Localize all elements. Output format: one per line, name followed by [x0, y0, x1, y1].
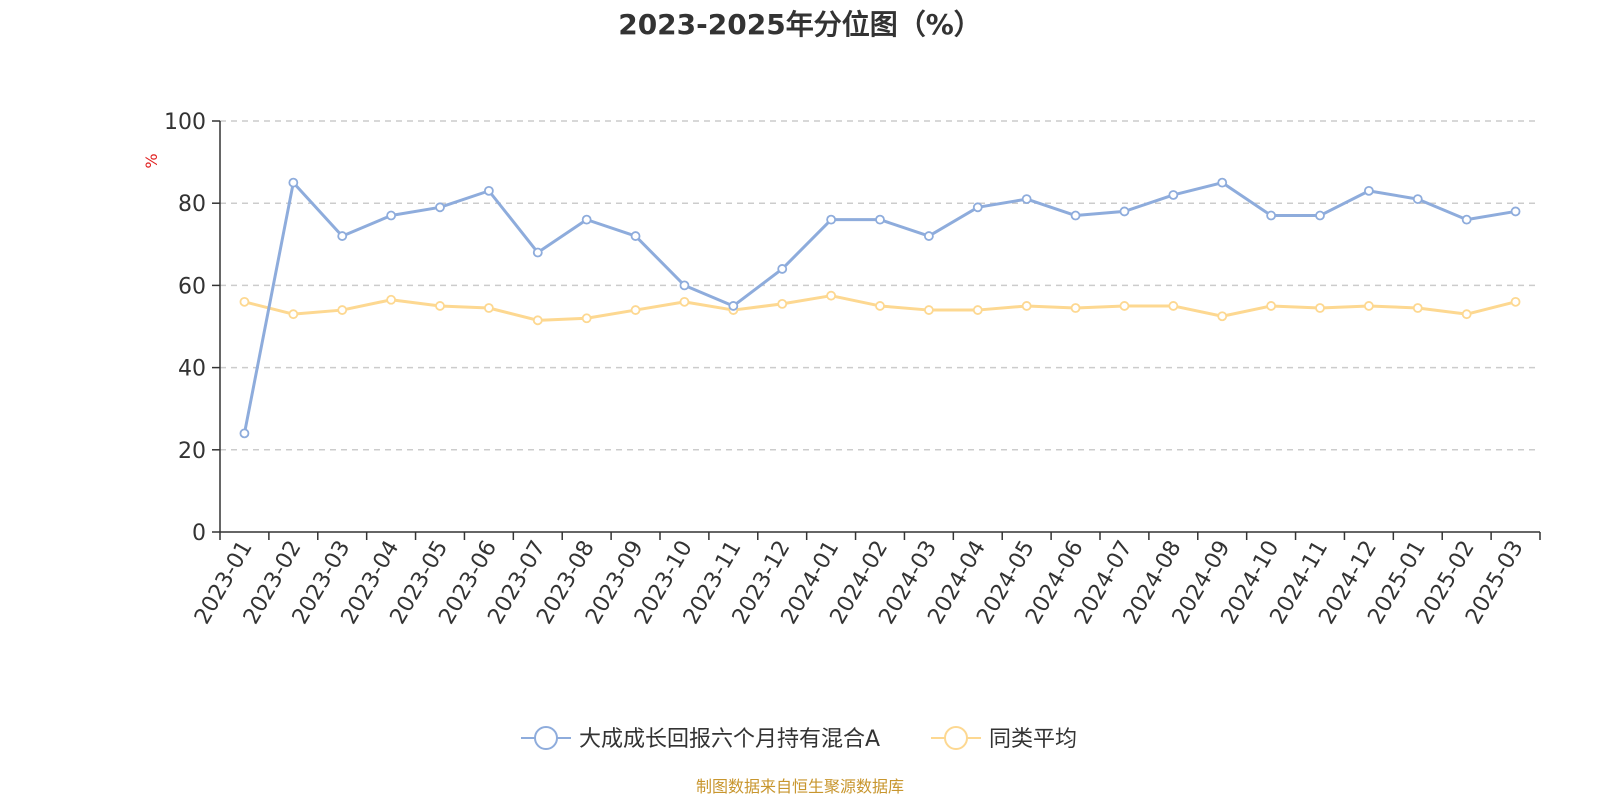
data-point	[679, 296, 690, 307]
data-point	[1510, 206, 1521, 217]
data-point	[435, 202, 445, 213]
data-point	[630, 231, 641, 241]
data-point	[777, 264, 788, 274]
data-point	[435, 301, 445, 311]
data-point	[483, 185, 494, 196]
data-point	[581, 313, 592, 324]
data-point	[1217, 177, 1228, 188]
data-point	[875, 214, 885, 225]
data-source-note: 制图数据来自恒生聚源数据库	[696, 777, 904, 796]
data-point	[532, 247, 543, 258]
data-point	[239, 428, 250, 439]
data-point	[1070, 210, 1081, 221]
legend-marker-1	[944, 726, 968, 750]
data-point	[826, 214, 837, 225]
data-point	[972, 202, 983, 213]
data-point	[386, 294, 397, 305]
data-point	[532, 315, 543, 326]
y-tick-label: 60	[178, 274, 206, 299]
data-point	[1021, 301, 1032, 311]
data-point	[1217, 311, 1228, 322]
data-point	[1168, 190, 1179, 200]
data-point	[1315, 210, 1325, 221]
y-tick-label: 80	[178, 192, 206, 217]
data-point	[1021, 194, 1032, 204]
data-point	[1461, 214, 1472, 225]
data-point	[337, 231, 348, 241]
data-point	[1412, 194, 1423, 204]
data-point	[288, 177, 299, 188]
data-point	[923, 231, 934, 241]
data-point	[1412, 303, 1423, 313]
data-point	[1363, 301, 1374, 311]
legend-label-0: 大成成长回报六个月持有混合A	[579, 727, 880, 752]
data-point	[1266, 301, 1277, 311]
data-point	[728, 301, 739, 311]
y-tick-label: 0	[192, 521, 206, 546]
data-point	[1461, 309, 1472, 320]
data-point	[1510, 296, 1521, 307]
series-lines	[239, 177, 1521, 439]
data-point	[581, 214, 592, 225]
data-point	[1315, 303, 1325, 313]
legend-label-1: 同类平均	[989, 727, 1077, 752]
data-point	[1168, 301, 1179, 311]
data-point	[1119, 301, 1130, 311]
data-point	[630, 305, 641, 315]
data-point	[386, 210, 397, 221]
data-point	[1266, 210, 1277, 221]
data-point	[923, 305, 934, 315]
data-point	[826, 290, 837, 301]
data-point	[875, 301, 885, 311]
legend-marker-0	[534, 726, 558, 750]
data-point	[483, 303, 494, 313]
data-point	[1363, 185, 1374, 196]
y-tick-label: 20	[178, 439, 206, 464]
legend: 大成成长回报六个月持有混合A 同类平均	[521, 726, 1077, 752]
data-point	[288, 309, 299, 320]
data-point	[1119, 206, 1130, 217]
data-point	[679, 280, 690, 291]
data-point	[777, 298, 788, 309]
chart-title: 2023-2025年分位图（%）	[618, 8, 982, 41]
data-point	[239, 296, 250, 307]
data-point	[972, 305, 983, 315]
gridlines	[220, 120, 1540, 451]
y-axis-unit-label: %	[142, 153, 161, 168]
y-tick-label: 100	[164, 110, 206, 135]
y-tick-label: 40	[178, 357, 206, 382]
data-point	[337, 305, 348, 315]
axes: 0204060801002023-012023-022023-032023-04…	[164, 110, 1541, 629]
data-point	[1070, 303, 1081, 313]
